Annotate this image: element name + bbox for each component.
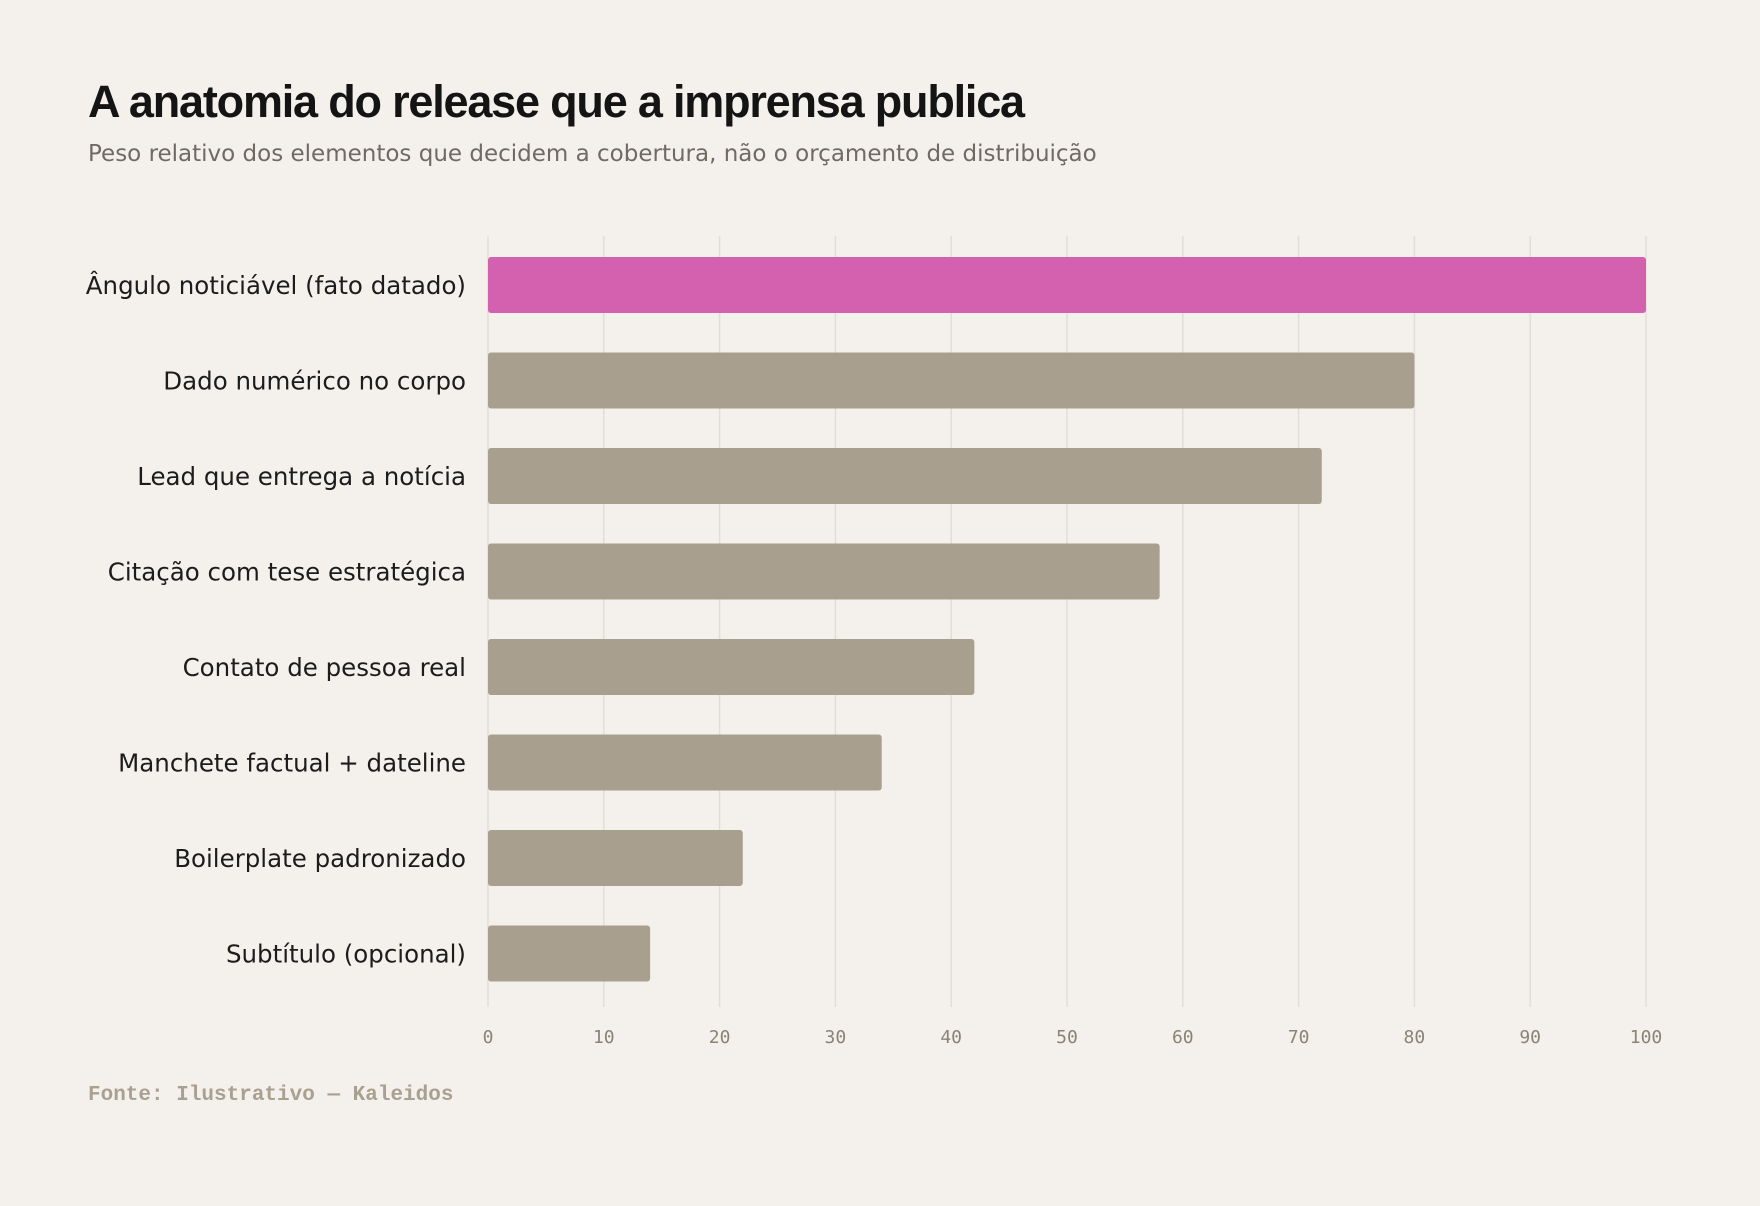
source-note: Fonte: Ilustrativo — Kaleidos: [88, 1084, 454, 1107]
category-label: Dado numérico no corpo: [163, 367, 466, 396]
category-label: Ângulo noticiável (fato datado): [86, 271, 466, 300]
bar: [488, 830, 743, 886]
x-tick-label: 0: [483, 1027, 494, 1048]
x-tick-label: 100: [1630, 1027, 1663, 1048]
bar: [488, 448, 1322, 504]
bars: [488, 257, 1646, 982]
category-label: Subtítulo (opcional): [226, 940, 466, 969]
x-tick-label: 70: [1288, 1027, 1310, 1048]
x-tick-label: 20: [709, 1027, 731, 1048]
bar-highlighted: [488, 257, 1646, 313]
x-tick-label: 30: [825, 1027, 847, 1048]
category-labels: Ângulo noticiável (fato datado) Dado numé…: [86, 271, 466, 969]
category-label: Manchete factual + dateline: [118, 749, 466, 778]
bar: [488, 639, 975, 695]
chart-title: A anatomia do release que a imprensa pub…: [88, 76, 1025, 127]
category-label: Boilerplate padronizado: [174, 844, 466, 873]
category-label: Citação com tese estratégica: [108, 558, 466, 587]
x-tick-label: 40: [940, 1027, 962, 1048]
x-tick-label: 90: [1519, 1027, 1541, 1048]
bar: [488, 543, 1160, 600]
bar: [488, 352, 1415, 409]
x-tick-label: 10: [593, 1027, 615, 1048]
bar: [488, 925, 651, 982]
x-tick-label: 80: [1404, 1027, 1426, 1048]
category-label: Contato de pessoa real: [183, 653, 466, 682]
x-axis-ticks: 0 10 20 30 40 50 60 70 80 90 100: [483, 1027, 1663, 1048]
bar: [488, 734, 882, 791]
x-tick-label: 60: [1172, 1027, 1194, 1048]
grid-lines: [487, 236, 1647, 1007]
category-label: Lead que entrega a notícia: [137, 462, 466, 491]
x-tick-label: 50: [1056, 1027, 1078, 1048]
chart-subtitle: Peso relativo dos elementos que decidem …: [88, 141, 1097, 167]
